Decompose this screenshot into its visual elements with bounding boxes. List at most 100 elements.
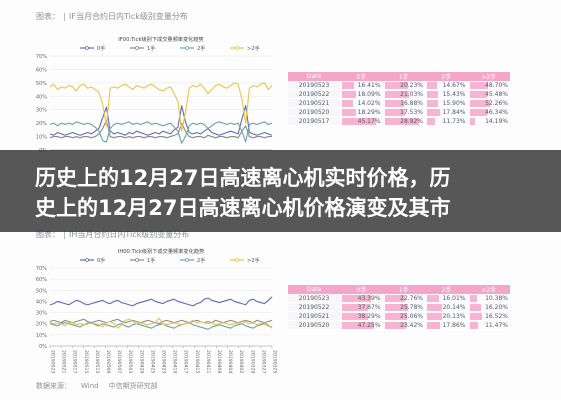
value-cell: 11.47%: [467, 320, 510, 330]
top-chart-svg: IF00:Tick级别下成交量频率变化趋势 0手 1手 2手 >2手 70% 60% 50% 4…: [36, 35, 273, 154]
y-tick-label: 30%: [36, 311, 47, 317]
legend-marker: [135, 258, 139, 262]
x-tick-label: 20190419: [172, 350, 178, 373]
article-title[interactable]: 历史上的12月27日高速离心机实时价格，历 史上的12月27日高速离心机价格演变…: [35, 163, 530, 223]
x-tick-label: 20190415: [194, 350, 200, 373]
table-header-cell: Date: [288, 72, 341, 81]
legend-label: 2手: [197, 256, 206, 264]
value-cell: 23.42%: [382, 320, 426, 330]
value-bar: [469, 100, 490, 107]
value-text: 37.87%: [357, 303, 381, 311]
x-tick-label: 20190507: [116, 350, 122, 373]
value-text: 43.39%: [357, 294, 381, 302]
y-tick-label: 40%: [36, 299, 47, 305]
value-cell: 17.53%: [382, 107, 426, 117]
value-text: 52.26%: [485, 99, 508, 107]
value-text: 11.73%: [442, 117, 466, 125]
value-cell: 48.70%: [467, 81, 510, 90]
legend-marker: [235, 46, 239, 50]
series-line: [49, 317, 273, 329]
x-tick-label: 20190503: [127, 350, 133, 373]
value-bar: [427, 109, 440, 116]
x-tick-label: 20190402: [238, 350, 244, 373]
y-tick-label: 10%: [36, 135, 47, 141]
value-bar: [342, 118, 377, 125]
value-bar: [342, 304, 368, 311]
value-bar: [342, 295, 372, 302]
x-tick-label: 20190517: [72, 350, 78, 373]
bottom-figure-header: 图表： IH当月合约日内Tick级别变量分布: [36, 229, 189, 240]
legend-label: 1手: [147, 44, 156, 52]
value-text: 45.48%: [485, 90, 508, 98]
value-cell: 16.88%: [382, 98, 426, 108]
legend-item: 2手: [180, 44, 206, 52]
value-cell: 37.87%: [340, 302, 383, 312]
value-bar: [384, 322, 406, 329]
top-data-table: Date 0手 1手 2手 >2手 20190523 16.41% 20.23% 14.67% 4…: [288, 72, 510, 126]
value-bar: [469, 82, 489, 89]
value-cell: 43.39%: [340, 294, 383, 303]
value-cell: 17.84%: [425, 107, 468, 117]
value-cell: 16.52%: [467, 311, 510, 321]
value-text: 16.01%: [442, 294, 466, 302]
value-bar: [384, 109, 406, 116]
x-tick-label: 20190329: [249, 350, 255, 373]
value-text: 11.47%: [485, 321, 508, 329]
value-text: 18.09%: [357, 90, 381, 98]
value-bar: [427, 295, 439, 302]
legend-item: >2手: [230, 44, 260, 52]
table-row: 20190522 37.87% 25.78% 20.14% 16.20%: [288, 302, 510, 312]
legend-marker: [185, 258, 189, 262]
value-cell: 16.01%: [425, 294, 468, 303]
table-row: 20190523 16.41% 20.23% 14.67% 48.70%: [288, 81, 510, 90]
table-header-cell: >2手: [467, 285, 510, 294]
y-tick-label: 20%: [36, 121, 47, 127]
legend-item: 1手: [130, 256, 156, 264]
table-row: 20190520 47.25% 23.42% 17.86% 11.47%: [288, 320, 510, 330]
legend-label: 0手: [97, 44, 106, 52]
value-cell: 16.20%: [467, 302, 510, 312]
legend-marker: [185, 46, 189, 50]
value-text: 17.53%: [400, 108, 424, 116]
table-row: 20190522 18.09% 21.03% 15.43% 45.48%: [288, 89, 510, 99]
table-row: 20190521 38.29% 25.06% 20.13% 16.52%: [288, 311, 510, 321]
x-tick-label: 20190423: [161, 350, 167, 373]
y-tick-label: 10%: [36, 333, 47, 339]
value-text: 14.19%: [485, 117, 508, 125]
value-bar: [427, 118, 436, 125]
legend-marker: [135, 46, 139, 50]
value-cell: 20.13%: [425, 311, 468, 321]
date-cell: 20190522: [288, 89, 341, 99]
value-bar: [427, 91, 438, 98]
y-tick-label: 50%: [36, 81, 47, 87]
value-bar: [469, 304, 482, 311]
legend-item: 1手: [130, 44, 156, 52]
value-text: 15.90%: [442, 99, 466, 107]
value-bar: [384, 295, 405, 302]
value-cell: 15.90%: [425, 98, 468, 108]
value-bar: [342, 82, 355, 89]
series-line: [49, 82, 273, 132]
series-line: [49, 322, 273, 330]
top-figure-title: IF当月合约日内Tick级别变量分布: [69, 12, 188, 21]
table-header-cell: 1手: [382, 285, 426, 294]
value-bar: [342, 109, 356, 116]
value-cell: 14.19%: [467, 116, 510, 126]
date-cell: 20190520: [288, 320, 341, 330]
value-cell: 18.09%: [340, 89, 383, 99]
series-line: [49, 119, 272, 139]
value-cell: 20.14%: [425, 302, 468, 312]
date-cell: 20190520: [288, 107, 341, 117]
top-figure-header: 图表： IF当月合约日内Tick级别变量分布: [36, 11, 188, 22]
value-text: 16.41%: [357, 81, 381, 89]
value-text: 17.84%: [442, 108, 466, 116]
date-cell: 20190521: [288, 311, 341, 321]
value-bar: [384, 91, 410, 98]
value-text: 14.02%: [357, 99, 381, 107]
value-cell: 25.78%: [382, 302, 426, 312]
legend-item: 0手: [80, 44, 106, 52]
table-header-cell: 0手: [340, 72, 383, 81]
x-tick-label: 20190325: [272, 350, 278, 373]
series-line: [49, 105, 273, 136]
